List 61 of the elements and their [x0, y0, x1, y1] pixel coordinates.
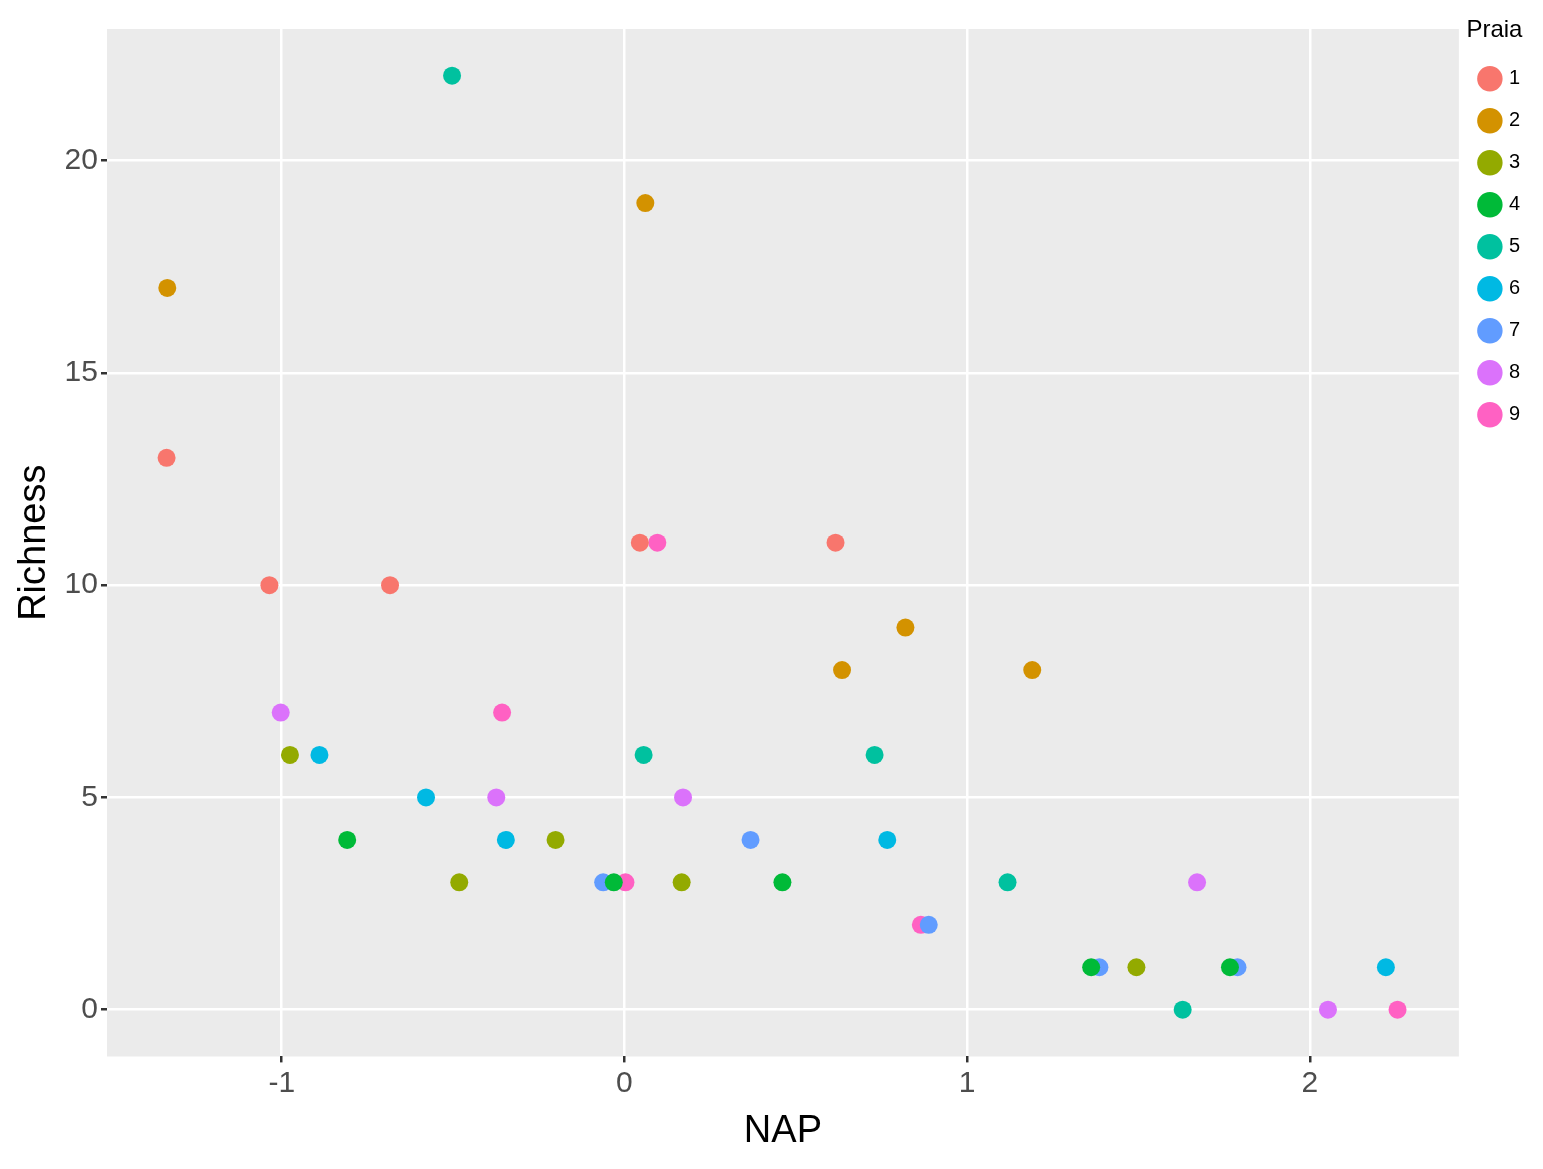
point [672, 873, 691, 892]
point [158, 278, 177, 297]
point [833, 661, 852, 680]
point [450, 873, 469, 892]
point [1173, 1000, 1192, 1019]
point [1388, 1000, 1407, 1019]
point [919, 915, 938, 934]
legend-label: 8 [1508, 360, 1520, 383]
point [1023, 661, 1042, 680]
point [493, 703, 512, 722]
legend-label: 7 [1508, 318, 1520, 341]
legend-label: 6 [1508, 276, 1520, 299]
point [896, 618, 915, 637]
legend-label: 5 [1508, 234, 1520, 257]
point [1376, 958, 1395, 977]
point [546, 830, 565, 849]
point [1188, 873, 1207, 892]
point [338, 830, 357, 849]
point [1127, 958, 1146, 977]
point [280, 745, 299, 764]
point [260, 576, 279, 595]
y-tick-label: 20 [64, 141, 98, 175]
point [674, 788, 693, 807]
y-tick-label: 5 [81, 778, 98, 812]
y-axis-title: Richness [11, 464, 54, 621]
legend-label: 2 [1508, 108, 1520, 131]
legend-label: 3 [1508, 150, 1520, 173]
point [443, 66, 462, 85]
point [417, 788, 436, 807]
point [604, 873, 623, 892]
point [636, 194, 655, 213]
x-tick-label: 0 [616, 1064, 633, 1098]
point [741, 830, 760, 849]
point [1220, 958, 1239, 977]
y-tick-label: 10 [64, 566, 98, 600]
point [648, 533, 667, 552]
x-tick-label: -1 [268, 1064, 296, 1098]
point [878, 830, 897, 849]
point [381, 576, 400, 595]
point [310, 745, 329, 764]
point [773, 873, 792, 892]
point [487, 788, 506, 807]
point [630, 533, 649, 552]
legend-title: Praia [1466, 14, 1524, 42]
point [496, 830, 515, 849]
legend-label: 1 [1508, 66, 1520, 89]
x-axis-title: NAP [743, 1107, 822, 1150]
point [271, 703, 290, 722]
point [1318, 1000, 1337, 1019]
point [157, 448, 176, 467]
point [1082, 958, 1101, 977]
point [634, 745, 653, 764]
y-tick-label: 0 [81, 990, 98, 1024]
y-tick-label: 15 [64, 354, 98, 388]
legend-label: 9 [1508, 402, 1520, 425]
x-tick-label: 2 [1301, 1064, 1319, 1098]
x-tick-label: 1 [958, 1064, 976, 1098]
point [826, 533, 845, 552]
point [865, 745, 884, 764]
point [998, 873, 1017, 892]
legend-label: 4 [1508, 192, 1520, 215]
